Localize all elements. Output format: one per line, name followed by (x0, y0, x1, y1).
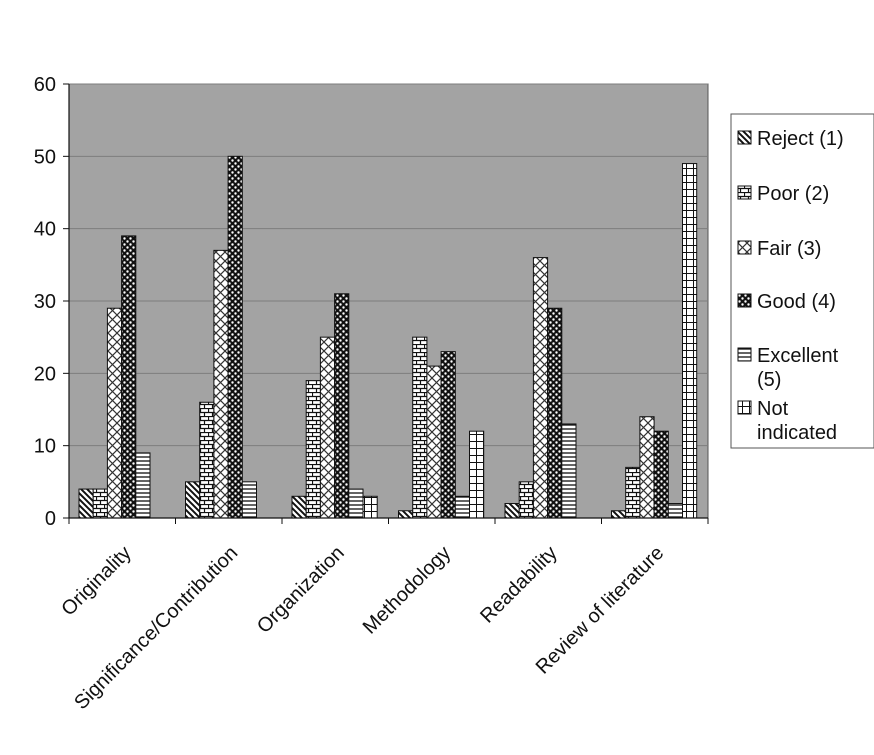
bar-grid-3 (469, 430, 485, 519)
legend-label: Excellent (5) (757, 345, 839, 391)
bar-cross-0 (106, 307, 123, 519)
bar-dots-1 (227, 155, 243, 519)
bar-brick-4 (518, 481, 534, 519)
legend: Reject (1) Poor (2) Fair (3) Good (4) Excell… (730, 113, 874, 449)
y-tick-label: 60 (34, 74, 56, 96)
bar-dots-4 (547, 307, 563, 519)
legend-swatch-hlines (737, 347, 752, 362)
y-tick-label: 20 (34, 363, 56, 385)
bar-brick-1 (199, 401, 215, 519)
legend-swatch-grid (737, 400, 752, 415)
legend-label: Poor (2) (757, 183, 829, 205)
bar-hlines-5 (667, 503, 683, 519)
legend-swatch-dots (737, 293, 752, 308)
bar-hlines-3 (454, 495, 470, 519)
bar-cross-3 (426, 365, 442, 519)
legend-swatch-diag (737, 130, 752, 145)
legend-label: Not indicated (757, 398, 837, 444)
x-category-label: Methodology (359, 542, 456, 639)
bar-grid-5 (682, 163, 698, 519)
legend-label: Reject (1) (757, 128, 844, 150)
bars-group (78, 155, 698, 519)
legend-box (730, 113, 874, 449)
bar-dots-0 (121, 235, 137, 519)
bar-dots-5 (653, 430, 669, 519)
bar-diag-2 (291, 495, 307, 519)
bar-hlines-2 (348, 488, 364, 519)
x-category-label: Organization (253, 542, 349, 638)
bar-diag-4 (504, 503, 520, 519)
bar-grid-2 (362, 495, 378, 519)
bar-dots-2 (334, 293, 350, 519)
bar-brick-2 (305, 380, 321, 519)
legend-swatch-cross (737, 240, 752, 255)
y-tick-label: 30 (34, 291, 56, 313)
bar-hlines-1 (241, 481, 258, 519)
bar-brick-0 (92, 488, 108, 519)
y-tick-label: 40 (34, 219, 56, 241)
bar-hlines-0 (135, 452, 151, 519)
y-tick-label: 10 (34, 436, 56, 458)
y-tick-label: 0 (45, 508, 56, 530)
x-category-label: Originality (57, 542, 135, 620)
x-category-label: Readability (476, 542, 562, 628)
legend-label: Fair (3) (757, 238, 821, 260)
bar-diag-1 (185, 481, 201, 519)
legend-label: Good (4) (757, 291, 836, 313)
bar-cross-4 (532, 257, 549, 519)
bar-cross-1 (213, 249, 229, 519)
bar-diag-3 (398, 510, 414, 519)
bar-brick-3 (412, 336, 428, 519)
plot-area (68, 83, 709, 519)
y-tick-label: 50 (34, 146, 56, 168)
bar-dots-3 (440, 351, 456, 519)
bar-cross-2 (319, 336, 336, 519)
bar-diag-5 (611, 510, 627, 519)
bar-diag-0 (78, 488, 94, 519)
bar-cross-5 (639, 416, 655, 519)
bar-brick-5 (625, 466, 641, 519)
legend-swatch-brick (737, 185, 752, 200)
bar-hlines-4 (561, 423, 577, 519)
